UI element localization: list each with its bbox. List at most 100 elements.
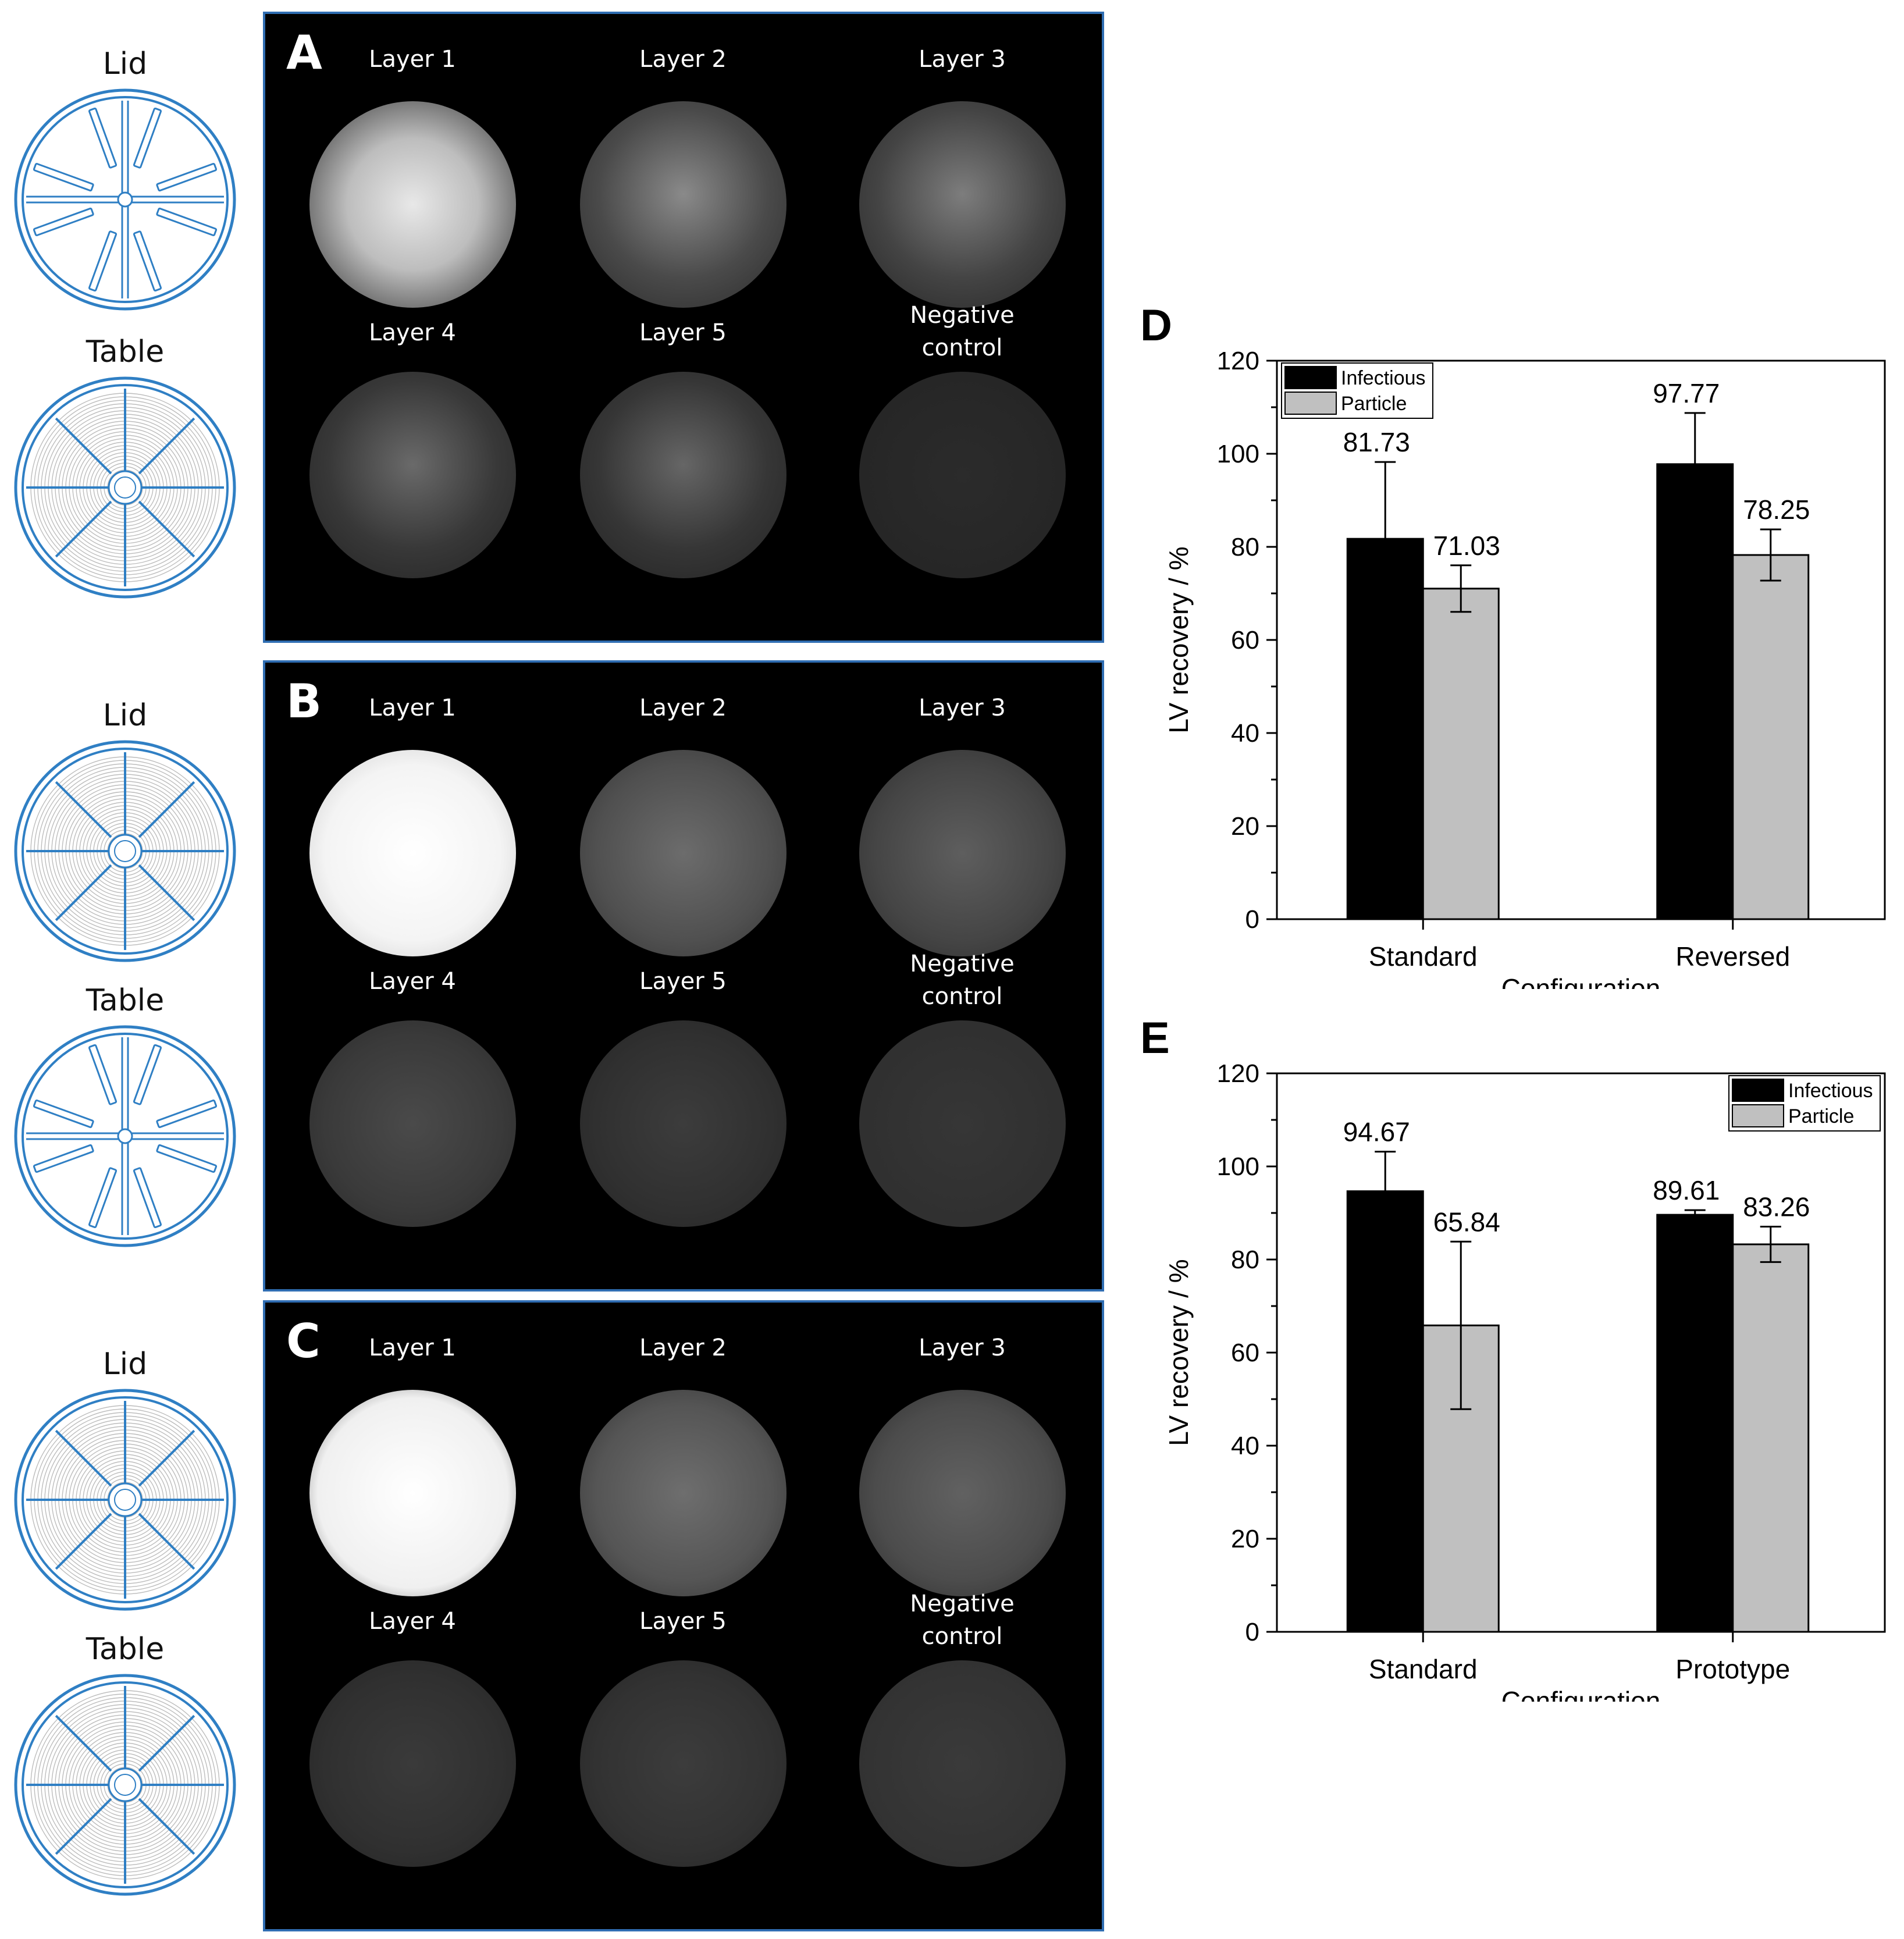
particle-bar	[1732, 1243, 1810, 1633]
table-schematic	[14, 1674, 236, 1896]
filter-layer-disc	[579, 372, 786, 578]
data-label: 97.77	[1653, 378, 1720, 408]
y-tick-label: 20	[1231, 812, 1259, 841]
panel-letter: C	[286, 1314, 321, 1368]
infectious-bar	[1656, 1214, 1734, 1633]
y-tick-label: 0	[1245, 905, 1259, 934]
negative-control-label: Negative control	[910, 302, 1015, 361]
legend: Infectious Particle	[1728, 1075, 1881, 1132]
filter-layer-disc	[579, 1020, 786, 1227]
legend-label: Infectious	[1341, 367, 1426, 389]
layer-label: Layer 5	[639, 1608, 727, 1635]
y-tick-label: 80	[1231, 1246, 1259, 1274]
filter-layer-disc	[309, 101, 516, 308]
lid-label: Lid	[102, 1347, 148, 1382]
negative-control-disc	[859, 1020, 1066, 1227]
micrograph-panel-b: B Layer 1 Layer 2 Layer 3 Layer 4 Layer 5 Nega…	[263, 660, 1104, 1292]
layer-label: Layer 3	[919, 46, 1006, 73]
negative-control-disc	[859, 1660, 1066, 1867]
layer-label: Layer 4	[369, 968, 456, 995]
filter-layer-disc	[579, 1390, 786, 1596]
y-tick-label: 40	[1231, 719, 1259, 748]
lid-diagram: Lid	[0, 1347, 250, 1620]
y-tick-label: 60	[1231, 626, 1259, 654]
filter-layer-disc	[309, 372, 516, 578]
data-label: 94.67	[1343, 1117, 1410, 1147]
y-tick-label: 60	[1231, 1339, 1259, 1367]
table-label: Table	[86, 1632, 165, 1667]
layer-label: Layer 5	[639, 319, 727, 346]
legend-swatch	[1732, 1104, 1784, 1127]
y-axis-label: LV recovery / %	[1163, 1259, 1194, 1446]
legend-label: Infectious	[1788, 1080, 1873, 1102]
chart-panel-letter: D	[1140, 303, 1172, 350]
y-tick-label: 100	[1217, 1152, 1259, 1181]
legend-swatch	[1284, 392, 1337, 415]
layer-label: Layer 4	[369, 1608, 456, 1635]
lid-label: Lid	[102, 698, 148, 733]
legend-swatch	[1284, 366, 1337, 389]
y-tick-label: 20	[1231, 1525, 1259, 1553]
table-schematic	[14, 1025, 236, 1247]
filter-layer-disc	[859, 101, 1066, 308]
particle-bar	[1422, 588, 1500, 920]
y-tick-label: 120	[1217, 1059, 1259, 1088]
layer-label: Layer 1	[369, 695, 456, 721]
table-diagram: Table	[0, 983, 250, 1257]
filter-layer-disc	[579, 101, 786, 308]
layer-label: Layer 1	[369, 46, 456, 73]
layer-label: Layer 2	[639, 46, 727, 73]
table-schematic	[14, 376, 236, 599]
x-axis-label: Configuration	[1501, 973, 1661, 989]
data-label: 78.25	[1743, 494, 1810, 525]
micrograph-panel-c: C Layer 1 Layer 2 Layer 3 Layer 4 Layer 5 Nega…	[263, 1300, 1104, 1931]
panel-letter: A	[286, 26, 322, 80]
bar-chart-d: D 0 20 40 60 80 100 120 LV recovery / % Standard 8…	[1140, 303, 1886, 989]
filter-layer-disc	[309, 1660, 516, 1867]
infectious-bar	[1656, 463, 1734, 920]
bar-chart-e: E 0 20 40 60 80 100 120 LV recovery / % Standard 9…	[1140, 1015, 1886, 1702]
filter-layer-disc	[859, 750, 1066, 956]
filter-layer-disc	[309, 1020, 516, 1227]
filter-layer-disc	[859, 1390, 1066, 1596]
y-tick-label: 40	[1231, 1432, 1259, 1460]
table-label: Table	[86, 983, 165, 1018]
data-label: 83.26	[1743, 1192, 1810, 1222]
infectious-bar	[1346, 1190, 1424, 1633]
lid-label: Lid	[102, 47, 148, 81]
legend-label: Particle	[1341, 393, 1407, 415]
lid-schematic	[14, 740, 236, 962]
lid-schematic	[14, 1389, 236, 1611]
negative-control-disc	[859, 372, 1066, 578]
legend-label: Particle	[1788, 1105, 1854, 1127]
x-tick-label: Prototype	[1675, 1654, 1790, 1684]
filter-layer-disc	[579, 1660, 786, 1867]
data-label: 65.84	[1433, 1207, 1500, 1237]
layer-label: Layer 5	[639, 968, 727, 995]
legend-swatch	[1732, 1079, 1784, 1102]
table-diagram: Table	[0, 1632, 250, 1905]
filter-layer-disc	[309, 750, 516, 956]
y-tick-label: 100	[1217, 440, 1259, 468]
data-label: 81.73	[1343, 427, 1410, 457]
x-tick-label: Reversed	[1675, 941, 1790, 972]
filter-layer-disc	[309, 1390, 516, 1596]
table-diagram: Table	[0, 335, 250, 608]
lid-schematic	[14, 88, 236, 311]
layer-label: Layer 2	[639, 695, 727, 721]
layer-label: Layer 2	[639, 1335, 727, 1361]
lid-diagram: Lid	[0, 698, 250, 972]
filter-layer-disc	[579, 750, 786, 956]
x-tick-label: Standard	[1369, 941, 1478, 972]
y-axis-label: LV recovery / %	[1163, 546, 1194, 733]
lid-diagram: Lid	[0, 47, 250, 320]
y-tick-label: 120	[1217, 347, 1259, 375]
panel-letter: B	[286, 674, 322, 728]
micrograph-panel-a: A Layer 1 Layer 2 Layer 3 Layer 4 Layer 5 Nega…	[263, 12, 1104, 643]
layer-label: Layer 3	[919, 695, 1006, 721]
layer-label: Layer 1	[369, 1335, 456, 1361]
x-tick-label: Standard	[1369, 1654, 1478, 1684]
negative-control-label: Negative control	[910, 1591, 1015, 1650]
particle-bar	[1732, 554, 1810, 920]
chart-panel-letter: E	[1140, 1015, 1170, 1063]
